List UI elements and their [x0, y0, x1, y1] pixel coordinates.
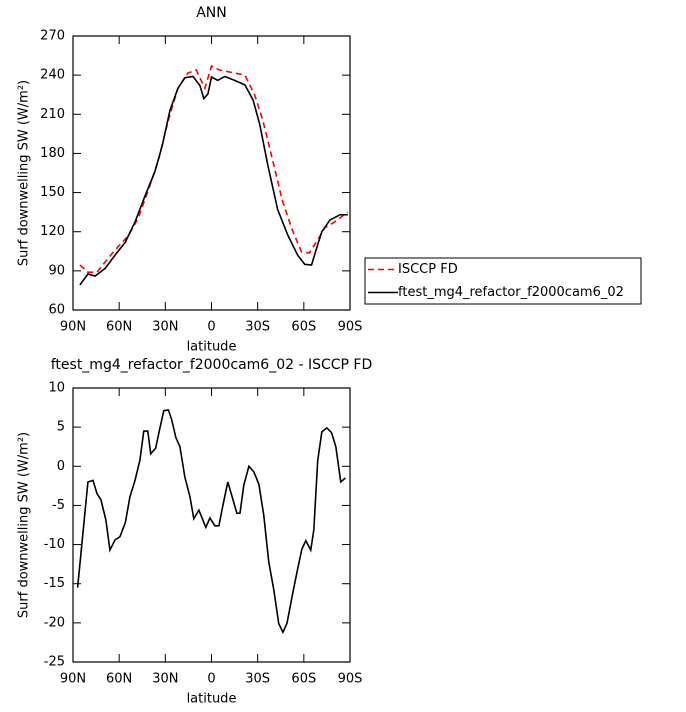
plot-frame [72, 35, 351, 311]
x-tick-label: 30S [245, 320, 270, 335]
y-tick-label: 5 [57, 420, 65, 435]
x-tick-label: 30N [152, 320, 178, 335]
y-tick-label: 240 [40, 68, 65, 83]
data-line [79, 64, 349, 273]
x-tick-label: 90S [338, 672, 363, 687]
y-tick-label: 10 [48, 381, 65, 396]
y-tick-label: 270 [40, 29, 65, 44]
plot-frame [72, 387, 351, 663]
x-axis-label: latitude [187, 692, 237, 707]
x-tick-label: 90N [60, 320, 86, 335]
x-tick-label: 0 [207, 672, 215, 687]
y-tick-label: 90 [48, 263, 65, 278]
y-tick-label: 0 [57, 459, 65, 474]
x-tick-label: 30N [152, 672, 178, 687]
y-axis-label: Surf downwelling SW (W/m²) [17, 80, 32, 266]
x-tick-label: 60S [291, 672, 316, 687]
x-axis-label: latitude [187, 340, 237, 355]
y-tick-label: 150 [40, 185, 65, 200]
y-tick-label: -10 [44, 537, 65, 552]
y-tick-label: -20 [44, 615, 65, 630]
x-tick-label: 60N [106, 320, 132, 335]
y-axis-label: Surf downwelling SW (W/m²) [17, 432, 32, 618]
data-line [76, 409, 346, 635]
y-tick-label: -25 [44, 655, 65, 670]
chart-title: ftest_mg4_refactor_f2000cam6_02 - ISCCP … [51, 357, 373, 373]
x-tick-label: 60S [291, 320, 316, 335]
legend-label: ftest_mg4_refactor_f2000cam6_02 [398, 285, 624, 300]
x-tick-label: 0 [207, 320, 215, 335]
y-tick-label: 210 [40, 107, 65, 122]
y-tick-label: 180 [40, 146, 65, 161]
chart-title: ANN [196, 5, 227, 21]
y-tick-label: -15 [44, 576, 65, 591]
data-line [79, 75, 348, 286]
legend-box [364, 257, 642, 305]
legend-label: ISCCP FD [398, 262, 458, 277]
x-tick-label: 90S [338, 320, 363, 335]
x-tick-label: 90N [60, 672, 86, 687]
y-tick-label: -5 [52, 498, 65, 513]
y-tick-label: 120 [40, 224, 65, 239]
y-tick-label: 60 [48, 303, 65, 318]
x-tick-label: 60N [106, 672, 132, 687]
x-tick-label: 30S [245, 672, 270, 687]
